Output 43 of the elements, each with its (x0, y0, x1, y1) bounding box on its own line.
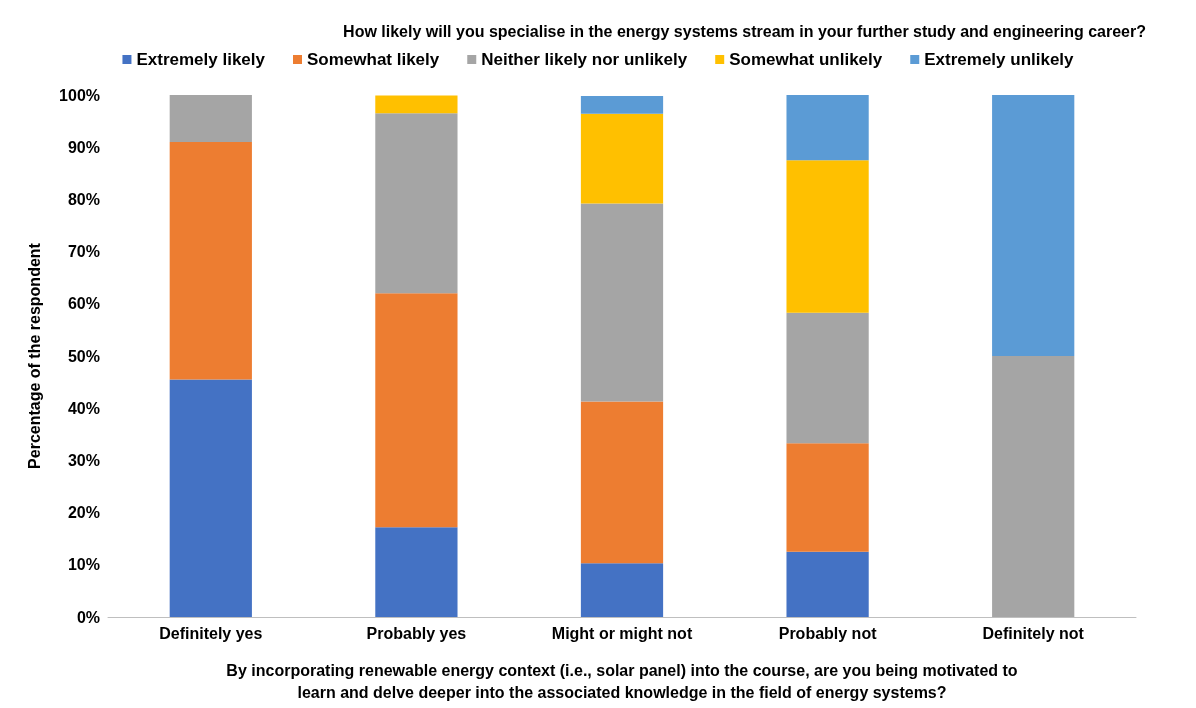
y-tick-label: 20% (67, 504, 100, 522)
x-axis-title: By incorporating renewable energy context (i.e., solar panel) into the course, are you being motivated to learn and delve deeper into the associated knowledge in the field of energy systems? (226, 661, 1018, 701)
legend-label: Somewhat likely (306, 50, 440, 69)
y-tick-label: 40% (67, 399, 100, 417)
bar (580, 96, 664, 114)
bar (580, 401, 664, 564)
bar (992, 356, 1075, 617)
legend-label: Extremely unlikely (924, 50, 1075, 69)
x-tick-label: Definitely not (982, 624, 1085, 642)
y-tick-label: 70% (67, 243, 100, 261)
chart-title: How likely will you specialise in the energy systems stream in your further study and engineering career? (343, 22, 1147, 40)
bar (992, 95, 1075, 356)
bar (375, 293, 458, 528)
y-tick-label: 50% (67, 347, 100, 365)
bar (786, 95, 869, 161)
x-tick-label: Probably not (778, 624, 878, 642)
bar (580, 203, 664, 402)
bar (786, 312, 869, 444)
bar (580, 113, 664, 204)
y-tick-label: 0% (76, 608, 100, 626)
bar (169, 95, 252, 142)
y-axis-title: Percentage of the respondent (25, 242, 43, 469)
y-tick-label: 100% (59, 86, 100, 104)
x-tick-label: Might or might not (551, 624, 693, 642)
bar (375, 113, 458, 294)
bar (786, 551, 869, 617)
bar (375, 95, 458, 114)
y-tick-label: 30% (67, 451, 100, 469)
bar (169, 379, 252, 617)
bar (786, 443, 869, 552)
bar (580, 563, 664, 617)
y-tick-label: 80% (67, 190, 100, 208)
x-tick-label: Definitely yes (159, 624, 263, 642)
bar (375, 527, 458, 617)
y-tick-label: 10% (67, 556, 100, 574)
legend-label: Extremely likely (136, 50, 266, 69)
x-tick-label: Probably yes (366, 624, 467, 642)
bar (786, 160, 869, 313)
legend-label: Somewhat unlikely (729, 50, 883, 69)
bar (169, 141, 252, 380)
y-tick-label: 60% (67, 295, 100, 313)
legend-label: Neither likely nor unlikely (481, 50, 688, 69)
y-tick-label: 90% (67, 138, 100, 156)
